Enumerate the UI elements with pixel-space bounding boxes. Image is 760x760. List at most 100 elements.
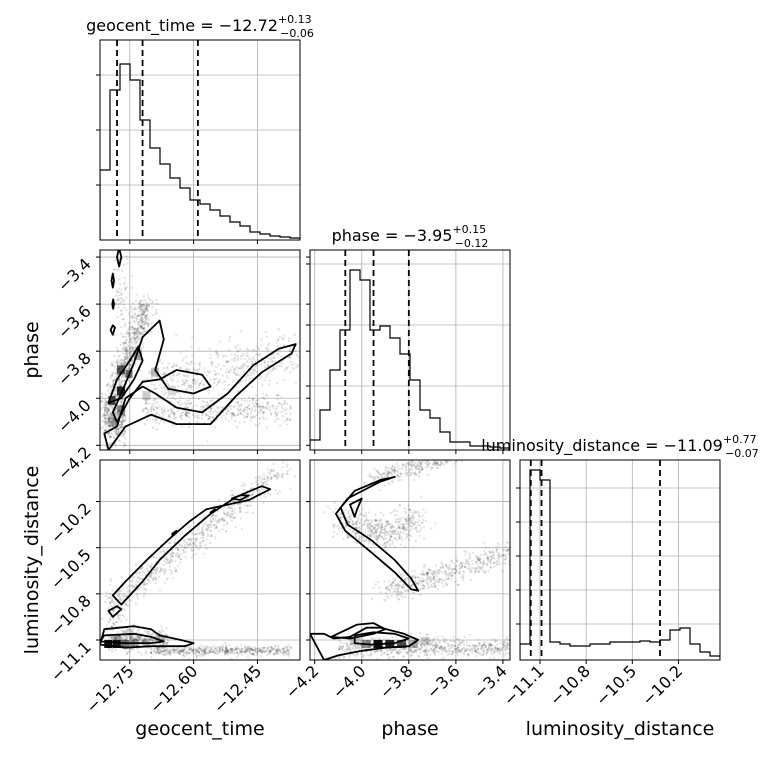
sample-point (482, 562, 485, 565)
sample-point (116, 290, 119, 293)
sample-point (166, 577, 169, 580)
sample-point (232, 380, 235, 383)
sample-point (512, 560, 514, 562)
sample-point (352, 653, 355, 656)
sample-point (247, 645, 250, 649)
sample-point (205, 538, 208, 541)
sample-point (221, 528, 224, 531)
sample-point (263, 493, 266, 496)
sample-point (121, 269, 124, 272)
sample-point (434, 564, 438, 567)
sample-point (144, 378, 147, 381)
sample-point (149, 633, 152, 636)
sample-point (114, 258, 117, 262)
sample-point (209, 541, 212, 545)
sample-point (122, 638, 125, 641)
sample-point (117, 298, 120, 301)
sample-point (123, 360, 126, 363)
sample-point (245, 649, 248, 652)
sample-point (157, 396, 160, 399)
sample-point (432, 585, 435, 588)
sample-point (197, 650, 200, 653)
sample-point (257, 489, 260, 492)
sample-point (132, 337, 135, 340)
sample-point (400, 572, 403, 575)
sample-point (144, 652, 147, 655)
sample-point (265, 649, 268, 652)
sample-point (110, 636, 114, 639)
sample-point (112, 419, 115, 422)
sample-point (480, 645, 483, 648)
sample-point (233, 357, 236, 360)
sample-point (191, 396, 194, 399)
sample-point (155, 556, 158, 560)
sample-point (456, 651, 459, 654)
sample-point (456, 650, 459, 653)
sample-point (169, 559, 172, 562)
sample-point (141, 409, 144, 412)
sample-point (463, 565, 466, 569)
sample-point (497, 552, 500, 555)
sample-point (421, 580, 424, 583)
sample-point (187, 544, 190, 548)
sample-point (159, 358, 162, 361)
sample-point (126, 590, 129, 593)
sample-point (123, 306, 126, 309)
sample-point (112, 383, 115, 386)
sample-point (278, 335, 281, 339)
sample-point (248, 357, 251, 360)
sample-point (249, 647, 252, 650)
sample-point (147, 325, 150, 328)
sample-point (443, 641, 446, 644)
sample-point (432, 651, 435, 654)
sample-point (296, 365, 299, 368)
sample-point (251, 493, 254, 496)
sample-point (158, 647, 161, 650)
sample-point (287, 339, 290, 342)
sample-point (123, 615, 126, 618)
sample-point (431, 649, 434, 652)
sample-point (131, 346, 135, 350)
sample-point (136, 332, 139, 335)
sample-point (457, 646, 460, 649)
sample-point (163, 373, 166, 376)
sample-point (241, 354, 245, 358)
sample-point (272, 367, 275, 370)
sample-point (502, 548, 505, 551)
sample-point (511, 649, 513, 651)
sample-point (153, 383, 156, 386)
sample-point (212, 416, 215, 420)
sample-point (124, 287, 127, 290)
sample-point (449, 646, 452, 649)
sample-point (125, 296, 128, 299)
sample-point (158, 637, 161, 640)
sample-point (511, 647, 513, 649)
sample-point (480, 646, 484, 649)
sample-point (270, 360, 273, 363)
sample-point (448, 573, 451, 576)
sample-point (497, 554, 500, 558)
sample-point (170, 365, 173, 368)
sample-point (213, 651, 217, 654)
sample-point (386, 649, 389, 652)
sample-point (136, 597, 139, 600)
sample-point (186, 544, 189, 547)
sample-point (232, 371, 235, 374)
sample-point (501, 646, 504, 649)
sample-point (253, 348, 256, 351)
sample-point (109, 436, 112, 439)
sample-point (173, 648, 176, 651)
sample-point (174, 413, 177, 416)
sample-point (187, 416, 191, 419)
sample-point (401, 585, 404, 589)
sample-point (126, 350, 129, 353)
sample-point (138, 301, 141, 304)
sample-point (459, 641, 462, 645)
sample-point (165, 578, 168, 581)
sample-point (192, 379, 195, 382)
sample-point (115, 373, 118, 376)
sample-point (427, 585, 430, 588)
sample-point (228, 335, 232, 339)
sample-point (351, 647, 354, 650)
sample-point (120, 620, 123, 623)
